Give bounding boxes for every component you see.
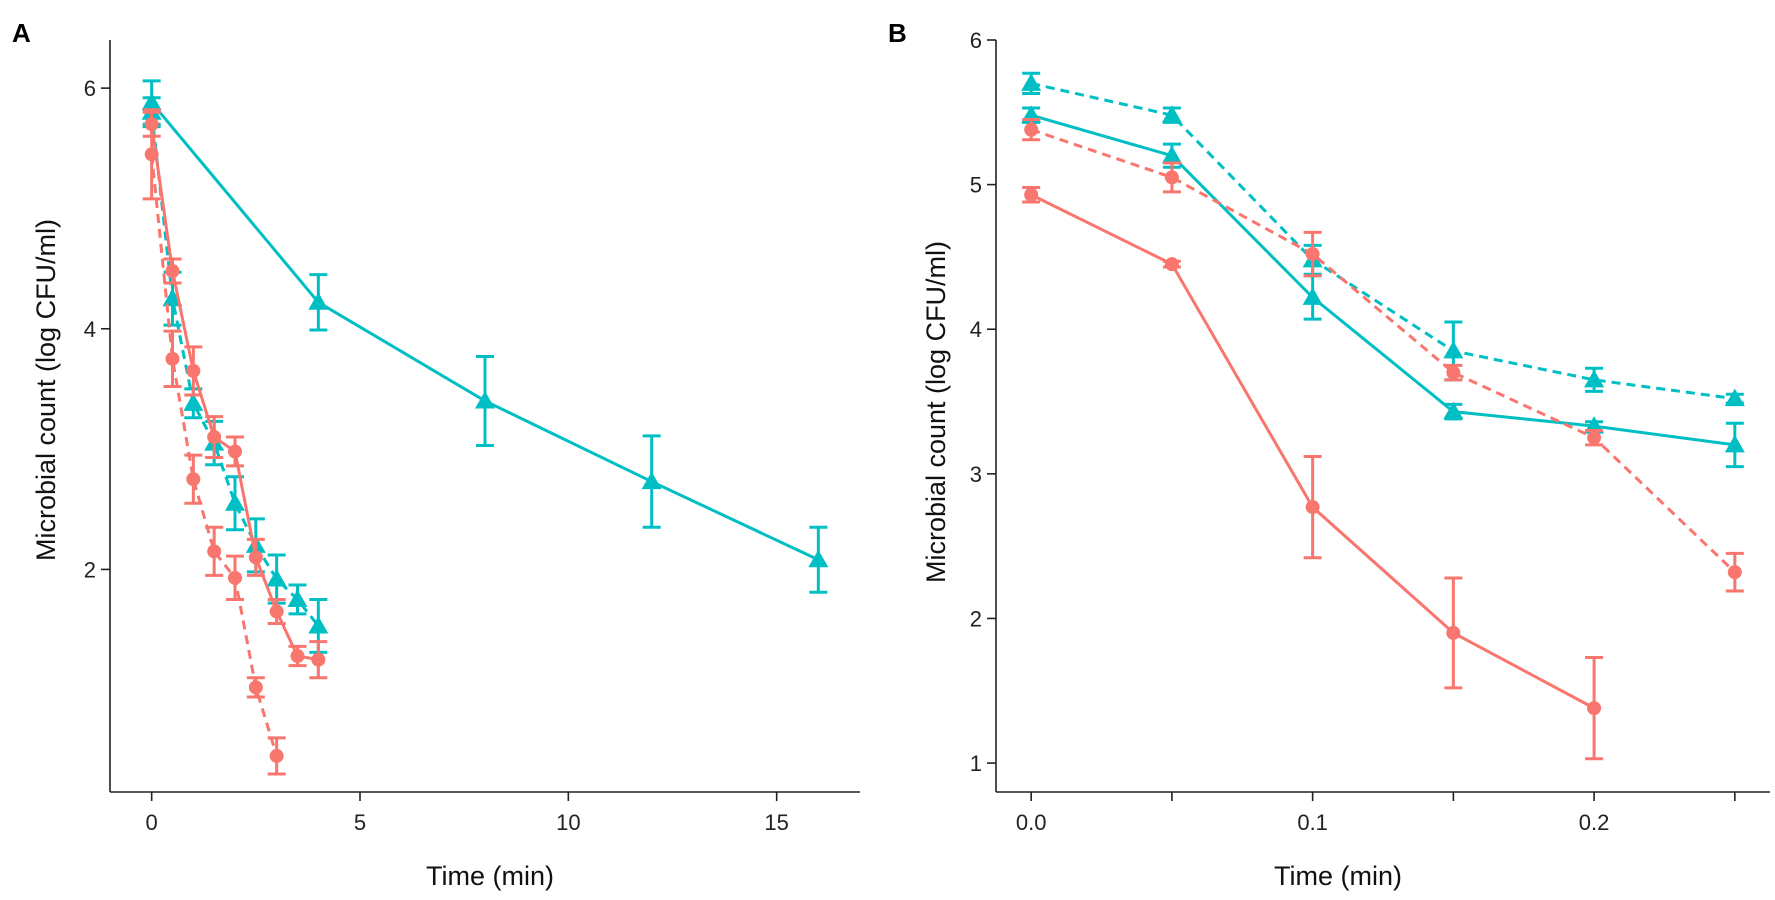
panel-b-data-point [1024, 187, 1039, 202]
panel-b-data-point [1443, 340, 1464, 359]
panel-a-y-axis-title: Microbial count (log CFU/ml) [31, 219, 61, 561]
panel-a-y-tick-label: 6 [84, 76, 96, 101]
panel-a-data-point [186, 363, 201, 378]
panel-a-data-point [228, 444, 242, 459]
panel-a-data-point [186, 472, 201, 487]
panel-b-y-tick-label: 1 [970, 751, 982, 776]
panel-a-data-point [207, 430, 222, 445]
panel-a-data-point [308, 615, 329, 634]
panel-b-x-axis-title: Time (min) [1274, 861, 1402, 891]
panel-b-data-point [1587, 430, 1602, 445]
panel-a-data-point [144, 147, 159, 162]
panel-a: A 0 5 10 15 2 4 6 Time (min) Microbial count (… [12, 18, 860, 891]
panel-a-y-tick-label: 4 [84, 317, 96, 342]
panel-b-label: B [888, 18, 907, 48]
panel-a-series-teal-solid [141, 79, 829, 594]
panel-a-data-point [228, 570, 242, 585]
panel-a-data-point [225, 493, 245, 511]
panel-b-data-point [1443, 401, 1464, 420]
panel-b-plot-area: 0.0 0.1 0.2 1 2 3 4 5 6 [970, 28, 1770, 835]
panel-a-line-teal-solid [150, 101, 819, 562]
panel-b-x-tick-label: 0.0 [1016, 810, 1047, 835]
panel-a-data-point [183, 393, 204, 411]
panel-a-data-point [266, 569, 287, 587]
panel-b-data-point [1024, 122, 1039, 137]
panel-b-data-point [1587, 701, 1602, 716]
panel-b-y-tick-label: 6 [970, 28, 982, 53]
panel-b-data-point [1164, 170, 1179, 185]
panel-b-data-point [1446, 365, 1461, 380]
panel-a-data-point [248, 550, 263, 565]
panel-b-x-tick-label: 0.2 [1579, 810, 1610, 835]
panel-b-data-point [1446, 625, 1461, 640]
panel-a-x-tick-label: 10 [556, 810, 580, 835]
panel-b-line-red-dashed [1030, 128, 1736, 574]
panel-a-data-point [269, 604, 284, 619]
panel-b-x-tick-label: 0.1 [1297, 810, 1328, 835]
panel-a-plot-area: 0 5 10 15 2 4 6 [84, 40, 860, 835]
panel-a-data-point [165, 351, 180, 366]
panel-a-data-point [165, 264, 180, 279]
panel-a-data-point [248, 680, 263, 695]
panel-a-x-tick-label: 5 [354, 810, 366, 835]
panel-b-data-point [1305, 500, 1320, 515]
panel-b-y-tick-label: 3 [970, 462, 982, 487]
panel-b: B 0.0 0.1 0.2 1 2 3 4 5 6 Time (min) Microbial c… [888, 18, 1770, 891]
panel-b-data-point [1584, 369, 1605, 388]
panel-b-series-red-dashed [1022, 118, 1744, 593]
panel-b-data-point [1164, 257, 1179, 272]
panel-b-data-point [1302, 287, 1323, 305]
panel-b-data-point [1161, 145, 1182, 164]
panel-b-y-tick-label: 4 [970, 317, 982, 342]
panel-b-data-point [1021, 73, 1042, 91]
panel-b-series-red-solid [1022, 186, 1604, 761]
panel-b-series-teal-solid [1021, 105, 1745, 469]
panel-a-line-teal-dashed [150, 112, 320, 627]
panel-a-y-tick-label: 2 [84, 557, 96, 582]
panel-a-x-axis-title: Time (min) [426, 861, 554, 891]
panel-b-data-point [1305, 247, 1320, 262]
panel-b-data-point [1724, 434, 1745, 453]
panel-a-label: A [12, 18, 31, 48]
panel-a-data-point [311, 652, 326, 667]
panel-a-data-point [808, 549, 829, 568]
panel-a-data-point [269, 748, 284, 763]
panel-a-data-point [308, 292, 329, 310]
panel-a-series-red-solid [142, 110, 328, 680]
panel-b-y-tick-label: 2 [970, 606, 982, 631]
panel-b-y-axis-title: Microbial count (log CFU/ml) [921, 241, 951, 583]
panel-b-data-point [1724, 388, 1745, 407]
panel-a-x-tick-label: 15 [764, 810, 788, 835]
panel-b-line-teal-solid [1030, 113, 1736, 447]
panel-a-data-point [475, 390, 495, 409]
panel-b-y-tick-label: 5 [970, 173, 982, 198]
panel-a-data-point [641, 471, 662, 490]
panel-a-x-tick-label: 0 [146, 810, 158, 835]
panel-b-line-teal-dashed [1030, 81, 1736, 401]
panel-b-data-point [1727, 565, 1742, 580]
panel-a-data-point [290, 649, 305, 664]
panel-a-data-point [207, 544, 222, 559]
panel-a-series-red-dashed [142, 108, 286, 776]
panel-b-data-point [1161, 105, 1182, 123]
panel-a-data-point [287, 589, 308, 607]
